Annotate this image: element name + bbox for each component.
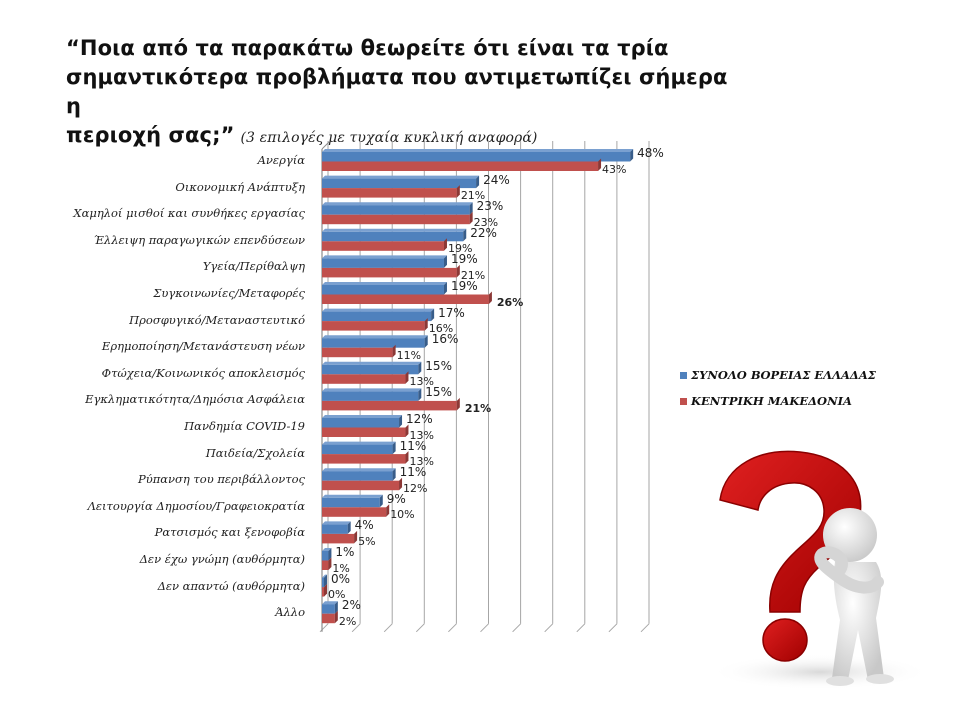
chart-legend: ΣΥΝΟΛΟ ΒΟΡΕΙΑΣ ΕΛΛΑΔΑΣ ΚΕΝΤΡΙΚΗ ΜΑΚΕΔΟΝΙ… xyxy=(680,362,876,414)
category-label: Υγεία/Περίθαλψη xyxy=(202,259,305,274)
value-label-series2: 11% xyxy=(396,348,422,362)
legend-label-series2: ΚΕΝΤΡΙΚΗ ΜΑΚΕΔΟΝΙΑ xyxy=(691,394,852,408)
value-label-series1: 15% xyxy=(425,358,452,373)
value-label-series1: 0% xyxy=(331,571,351,586)
category-label: Πανδημία COVID-19 xyxy=(184,419,305,433)
title-subtitle: (3 επιλογές με τυχαία κυκλική αναφορά) xyxy=(240,130,538,146)
legend-item-series2: ΚΕΝΤΡΙΚΗ ΜΑΚΕΔΟΝΙΑ xyxy=(680,388,876,414)
value-label-series1: 2% xyxy=(341,598,361,613)
legend-item-series1: ΣΥΝΟΛΟ ΒΟΡΕΙΑΣ ΕΛΛΑΔΑΣ xyxy=(680,362,876,388)
question-mark-figure-illustration xyxy=(700,440,940,710)
value-label-series2: 16% xyxy=(428,322,454,336)
value-label-series2: 13% xyxy=(409,375,434,389)
category-label: Δεν έχω γνώμη (αυθόρμητα) xyxy=(139,552,305,566)
value-label-series1: 15% xyxy=(425,385,452,400)
value-label-series1: 11% xyxy=(399,465,427,480)
value-label-series2: 19% xyxy=(447,242,473,256)
value-label-series2: 1% xyxy=(332,561,350,575)
value-label-series2: 21% xyxy=(460,189,486,203)
category-label: Λειτουργία Δημοσίου/Γραφειοκρατία xyxy=(87,498,305,513)
category-label: Έλλειψη παραγωγικών επενδύσεων xyxy=(93,232,305,247)
value-label-series1: 19% xyxy=(450,252,478,267)
category-label: Χαμηλοί μισθοί και συνθήκες εργασίας xyxy=(73,206,305,221)
value-label-series2: 2% xyxy=(338,614,357,628)
value-label-series1: 19% xyxy=(450,279,478,293)
value-label-series1: 23% xyxy=(476,199,504,214)
value-label-series2: 21% xyxy=(460,268,486,282)
category-label: Ερημοποίηση/Μετανάστευση νέων xyxy=(101,339,305,354)
category-label: Ρύπανση του περιβάλλοντος xyxy=(137,472,305,487)
value-label-series2: 13% xyxy=(409,455,434,469)
title-line-3: περιοχή σας;” (3 επιλογές με τυχαία κυκλι… xyxy=(66,121,746,153)
legend-swatch-red xyxy=(680,397,687,405)
value-label-series1: 22% xyxy=(470,225,497,240)
value-label-series1: 12% xyxy=(406,412,433,426)
title-line-3-text: περιοχή σας;” xyxy=(66,123,235,147)
value-label-series1: 24% xyxy=(483,172,510,187)
value-label-series1: 4% xyxy=(354,518,374,533)
value-label-series2: 43% xyxy=(602,162,627,176)
category-label: Ρατσισμός και ξενοφοβία xyxy=(154,525,305,540)
value-label-series2: 21% xyxy=(464,401,492,415)
category-label: Ανεργία xyxy=(257,153,305,167)
value-label-series1: 16% xyxy=(431,332,459,347)
category-label: Εγκληματικότητα/Δημόσια Ασφάλεια xyxy=(85,392,305,407)
title-line-2: σημαντικότερα προβλήματα που αντιμετωπίζ… xyxy=(66,65,728,118)
category-label: Άλλο xyxy=(275,605,305,620)
value-label-series2: 10% xyxy=(390,508,415,522)
title-line-1: “Ποια από τα παρακάτω θεωρείτε ότι είναι… xyxy=(66,36,669,60)
value-label-series1: 48% xyxy=(637,146,664,160)
chart-title: “Ποια από τα παρακάτω θεωρείτε ότι είναι… xyxy=(66,34,746,153)
legend-swatch-blue xyxy=(680,371,687,379)
value-label-series1: 1% xyxy=(335,545,355,559)
value-label-series2: 12% xyxy=(403,481,428,495)
category-label: Παιδεία/Σχολεία xyxy=(205,445,305,460)
question-mark-icon xyxy=(710,450,930,690)
value-label-series2: 26% xyxy=(496,295,524,309)
value-label-series2: 23% xyxy=(473,215,499,229)
category-label: Συγκοινωνίες/Μεταφορές xyxy=(153,286,305,300)
value-label-series1: 11% xyxy=(399,438,427,453)
value-label-series1: 17% xyxy=(438,305,465,320)
category-label: Φτώχεια/Κοινωνικός αποκλεισμός xyxy=(101,365,305,380)
value-label-series1: 9% xyxy=(386,491,406,506)
value-label-series2: 0% xyxy=(328,588,346,602)
category-label: Δεν απαντώ (αυθόρμητα) xyxy=(157,578,305,593)
value-label-series2: 5% xyxy=(358,534,376,548)
category-label: Οικονομική Ανάπτυξη xyxy=(175,179,305,194)
legend-label-series1: ΣΥΝΟΛΟ ΒΟΡΕΙΑΣ ΕΛΛΑΔΑΣ xyxy=(691,368,876,382)
category-label: Προσφυγικό/Μεταναστευτικό xyxy=(129,312,305,327)
value-label-series2: 13% xyxy=(409,428,434,442)
